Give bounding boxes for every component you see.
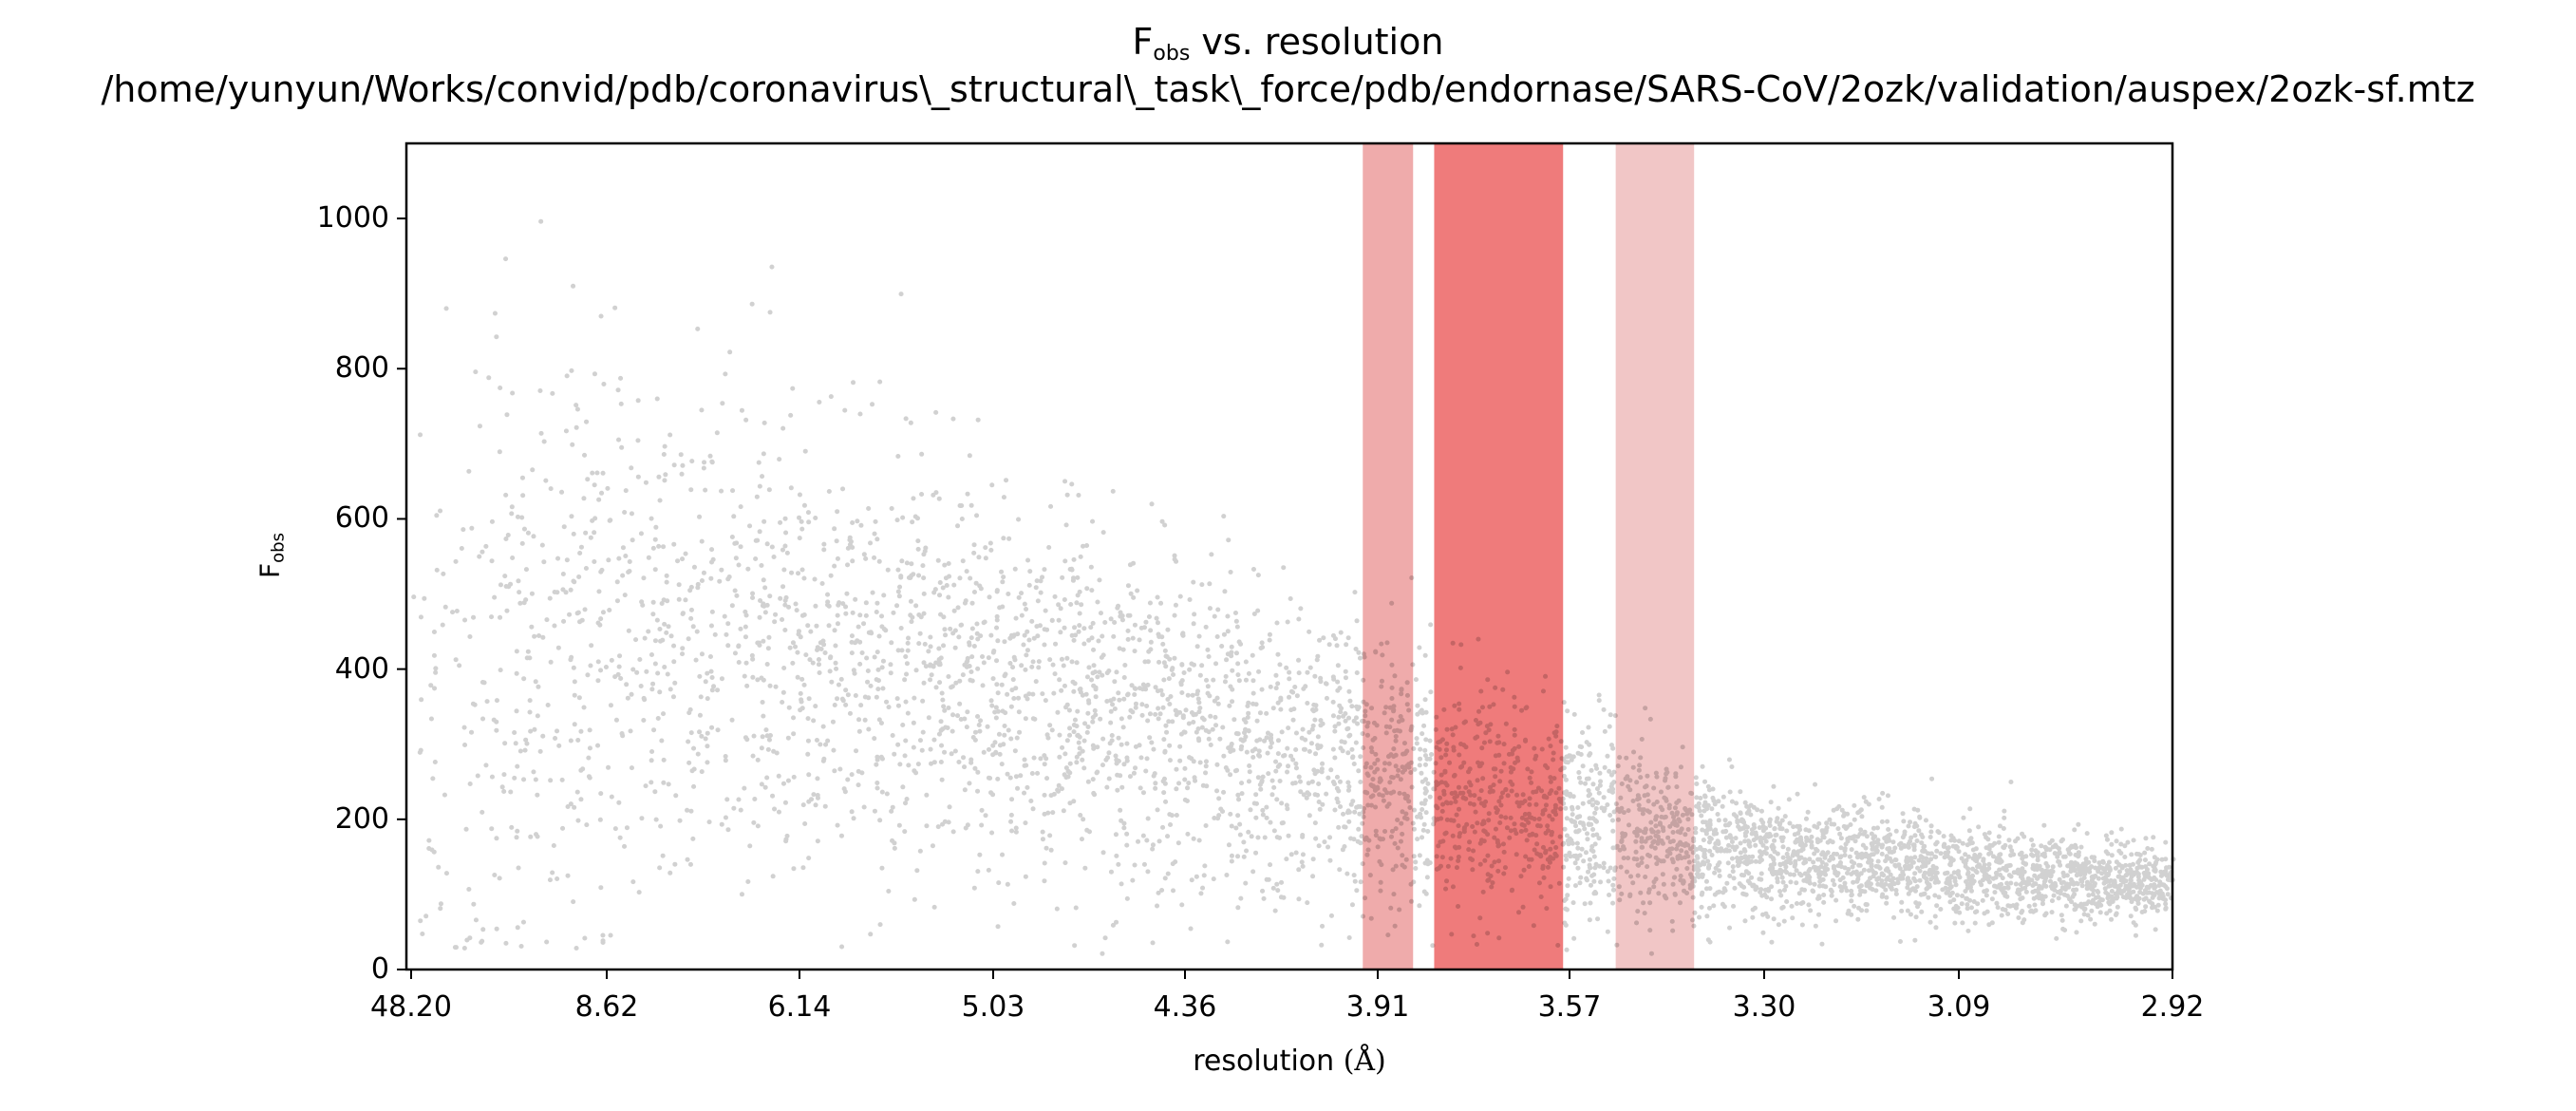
ice-ring-band-3 — [1615, 143, 1695, 970]
title-rest: vs. resolution — [1190, 21, 1444, 63]
title-text: F — [1132, 21, 1154, 63]
y-axis-label-text: F — [254, 562, 286, 578]
x-tick-label: 3.57 — [1537, 990, 1602, 1024]
ice-ring-bands — [1363, 143, 1695, 970]
x-axis-unit: (Å) — [1343, 1045, 1386, 1078]
chart-subtitle-path: /home/yunyun/Works/convid/pdb/coronaviru… — [101, 68, 2475, 110]
y-axis-label-subscript: obs — [268, 533, 289, 563]
axes-frame — [404, 141, 2174, 971]
x-tick-label: 6.14 — [767, 990, 832, 1024]
x-tick-label: 3.30 — [1732, 990, 1796, 1024]
x-tick-label: 3.91 — [1345, 990, 1410, 1024]
ice-ring-band-2 — [1434, 143, 1564, 970]
x-axis-label: resolution (Å) — [406, 1045, 2172, 1078]
title-subscript: obs — [1153, 42, 1191, 66]
axis-ticks — [397, 217, 2173, 979]
data-points — [411, 218, 2176, 956]
x-tick-label: 5.03 — [961, 990, 1025, 1024]
x-axis-label-text: resolution — [1193, 1045, 1344, 1078]
y-axis-label: Fobs — [254, 533, 289, 578]
x-tick-label: 8.62 — [574, 990, 639, 1024]
chart-title: Fobs vs. resolution — [0, 21, 2576, 66]
y-tick-label: 0 — [370, 952, 389, 986]
y-tick-label: 800 — [334, 351, 389, 386]
y-tick-label: 200 — [334, 801, 389, 836]
x-tick-label: 3.09 — [1927, 990, 1991, 1024]
x-tick-label: 2.92 — [2140, 990, 2205, 1024]
y-tick-label: 1000 — [316, 201, 389, 235]
scatter-points — [411, 218, 2176, 956]
y-tick-label: 600 — [334, 501, 389, 536]
ice-ring-band-1 — [1363, 143, 1414, 970]
x-tick-label: 48.20 — [370, 990, 452, 1024]
x-tick-label: 4.36 — [1153, 990, 1217, 1024]
y-tick-label: 400 — [334, 651, 389, 686]
